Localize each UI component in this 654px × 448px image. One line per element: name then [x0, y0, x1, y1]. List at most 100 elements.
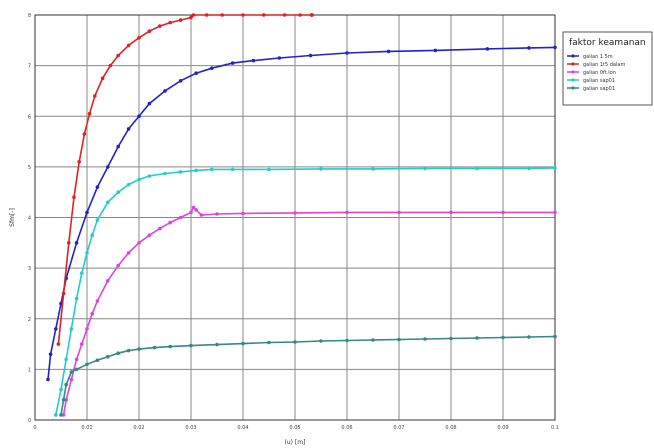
data-point	[126, 182, 131, 187]
data-point	[178, 18, 183, 22]
data-point	[553, 166, 557, 170]
data-point	[527, 166, 531, 171]
legend-title: faktor keamanan	[569, 38, 646, 48]
legend-label: galian 1t5 dalam	[583, 62, 625, 68]
data-point	[267, 167, 271, 172]
data-point	[59, 413, 63, 417]
data-point	[116, 190, 120, 194]
y-tick-label: 2	[28, 317, 31, 323]
data-point	[158, 24, 162, 28]
data-point	[215, 342, 219, 347]
legend-label: galian 0ft.lon	[583, 70, 616, 76]
data-point	[93, 94, 97, 98]
data-point	[137, 36, 141, 40]
data-point	[74, 241, 79, 245]
legend-label: galian sap01	[583, 86, 615, 92]
series-2	[56, 13, 315, 346]
series-1	[46, 45, 557, 382]
legend-item: galian 0ft.lon	[567, 70, 616, 76]
data-point	[64, 357, 68, 362]
legend-marker	[571, 78, 575, 82]
legend-item: galian 1t5 dalam	[567, 62, 625, 68]
data-point	[69, 370, 74, 374]
data-point	[194, 71, 198, 75]
x-tick-label: 0.02	[133, 425, 144, 431]
y-tick-label: 3	[28, 266, 31, 272]
legend: faktor keamanan galian 1.5m galian 1t5 da…	[562, 31, 653, 106]
x-axis-label: (u) [m]	[285, 439, 306, 446]
data-point	[345, 338, 349, 343]
legend-item: galian sap01	[567, 78, 615, 84]
data-point	[241, 13, 245, 17]
data-point	[371, 167, 375, 171]
legend-marker	[571, 70, 575, 74]
data-point	[95, 358, 100, 363]
data-point	[74, 367, 79, 372]
y-tick-label: 1	[28, 367, 31, 373]
x-tick-label: 0.03	[185, 425, 196, 431]
data-point	[74, 357, 79, 362]
legend-box	[562, 31, 653, 106]
legend-marker	[571, 86, 575, 90]
data-point	[116, 53, 120, 58]
data-point	[152, 345, 157, 350]
data-point	[178, 215, 183, 220]
data-point	[475, 166, 479, 171]
data-point	[282, 13, 287, 17]
data-point	[397, 337, 401, 342]
y-tick-label: 7	[28, 64, 31, 70]
x-tick-label: 0.05	[289, 425, 300, 431]
data-point	[241, 341, 245, 346]
data-point	[191, 13, 196, 17]
data-point	[371, 338, 375, 342]
data-point	[210, 167, 214, 172]
data-point	[85, 362, 89, 367]
data-point	[69, 327, 74, 331]
data-point	[215, 212, 219, 216]
data-point	[77, 160, 81, 164]
data-point	[194, 168, 198, 173]
data-point	[230, 167, 235, 172]
data-point	[194, 208, 198, 212]
data-point	[147, 29, 152, 33]
y-axis-label: Sfm[-]	[9, 208, 16, 227]
data-point	[116, 263, 120, 268]
data-point	[85, 210, 89, 215]
data-point	[54, 327, 58, 331]
data-point	[168, 220, 172, 225]
data-point	[163, 171, 167, 176]
x-tick-label: 0.07	[393, 425, 404, 431]
series-3	[61, 205, 557, 417]
data-point	[87, 111, 92, 116]
x-tick-label: 0.01	[81, 425, 92, 431]
data-point	[82, 132, 87, 136]
y-tick-label: 5	[28, 165, 31, 171]
data-point	[449, 210, 453, 215]
data-point	[106, 279, 110, 283]
data-point	[116, 351, 120, 356]
data-point	[59, 387, 63, 392]
data-point	[178, 170, 183, 174]
data-point	[553, 210, 557, 215]
data-point	[527, 335, 531, 339]
data-point	[116, 144, 120, 149]
y-tick-label: 8	[28, 13, 31, 19]
legend-label: galian sap01	[583, 78, 615, 84]
data-point	[189, 15, 193, 20]
data-point	[126, 251, 131, 255]
x-axis-ticks: 0 0.01 0.02 0.03 0.04 0.05 0.06 0.07 0.08 0.09 0.1	[33, 425, 559, 431]
series-group	[46, 13, 557, 417]
data-point	[168, 344, 172, 349]
series-line	[55, 167, 556, 416]
data-point	[61, 291, 66, 296]
data-point	[126, 127, 131, 131]
data-point	[137, 347, 141, 351]
x-tick-label: 0.08	[445, 425, 456, 431]
y-tick-label: 4	[28, 216, 31, 222]
data-point	[241, 211, 245, 216]
data-point	[147, 233, 152, 237]
data-point	[147, 101, 152, 106]
data-point	[126, 43, 131, 48]
data-point	[106, 200, 110, 205]
